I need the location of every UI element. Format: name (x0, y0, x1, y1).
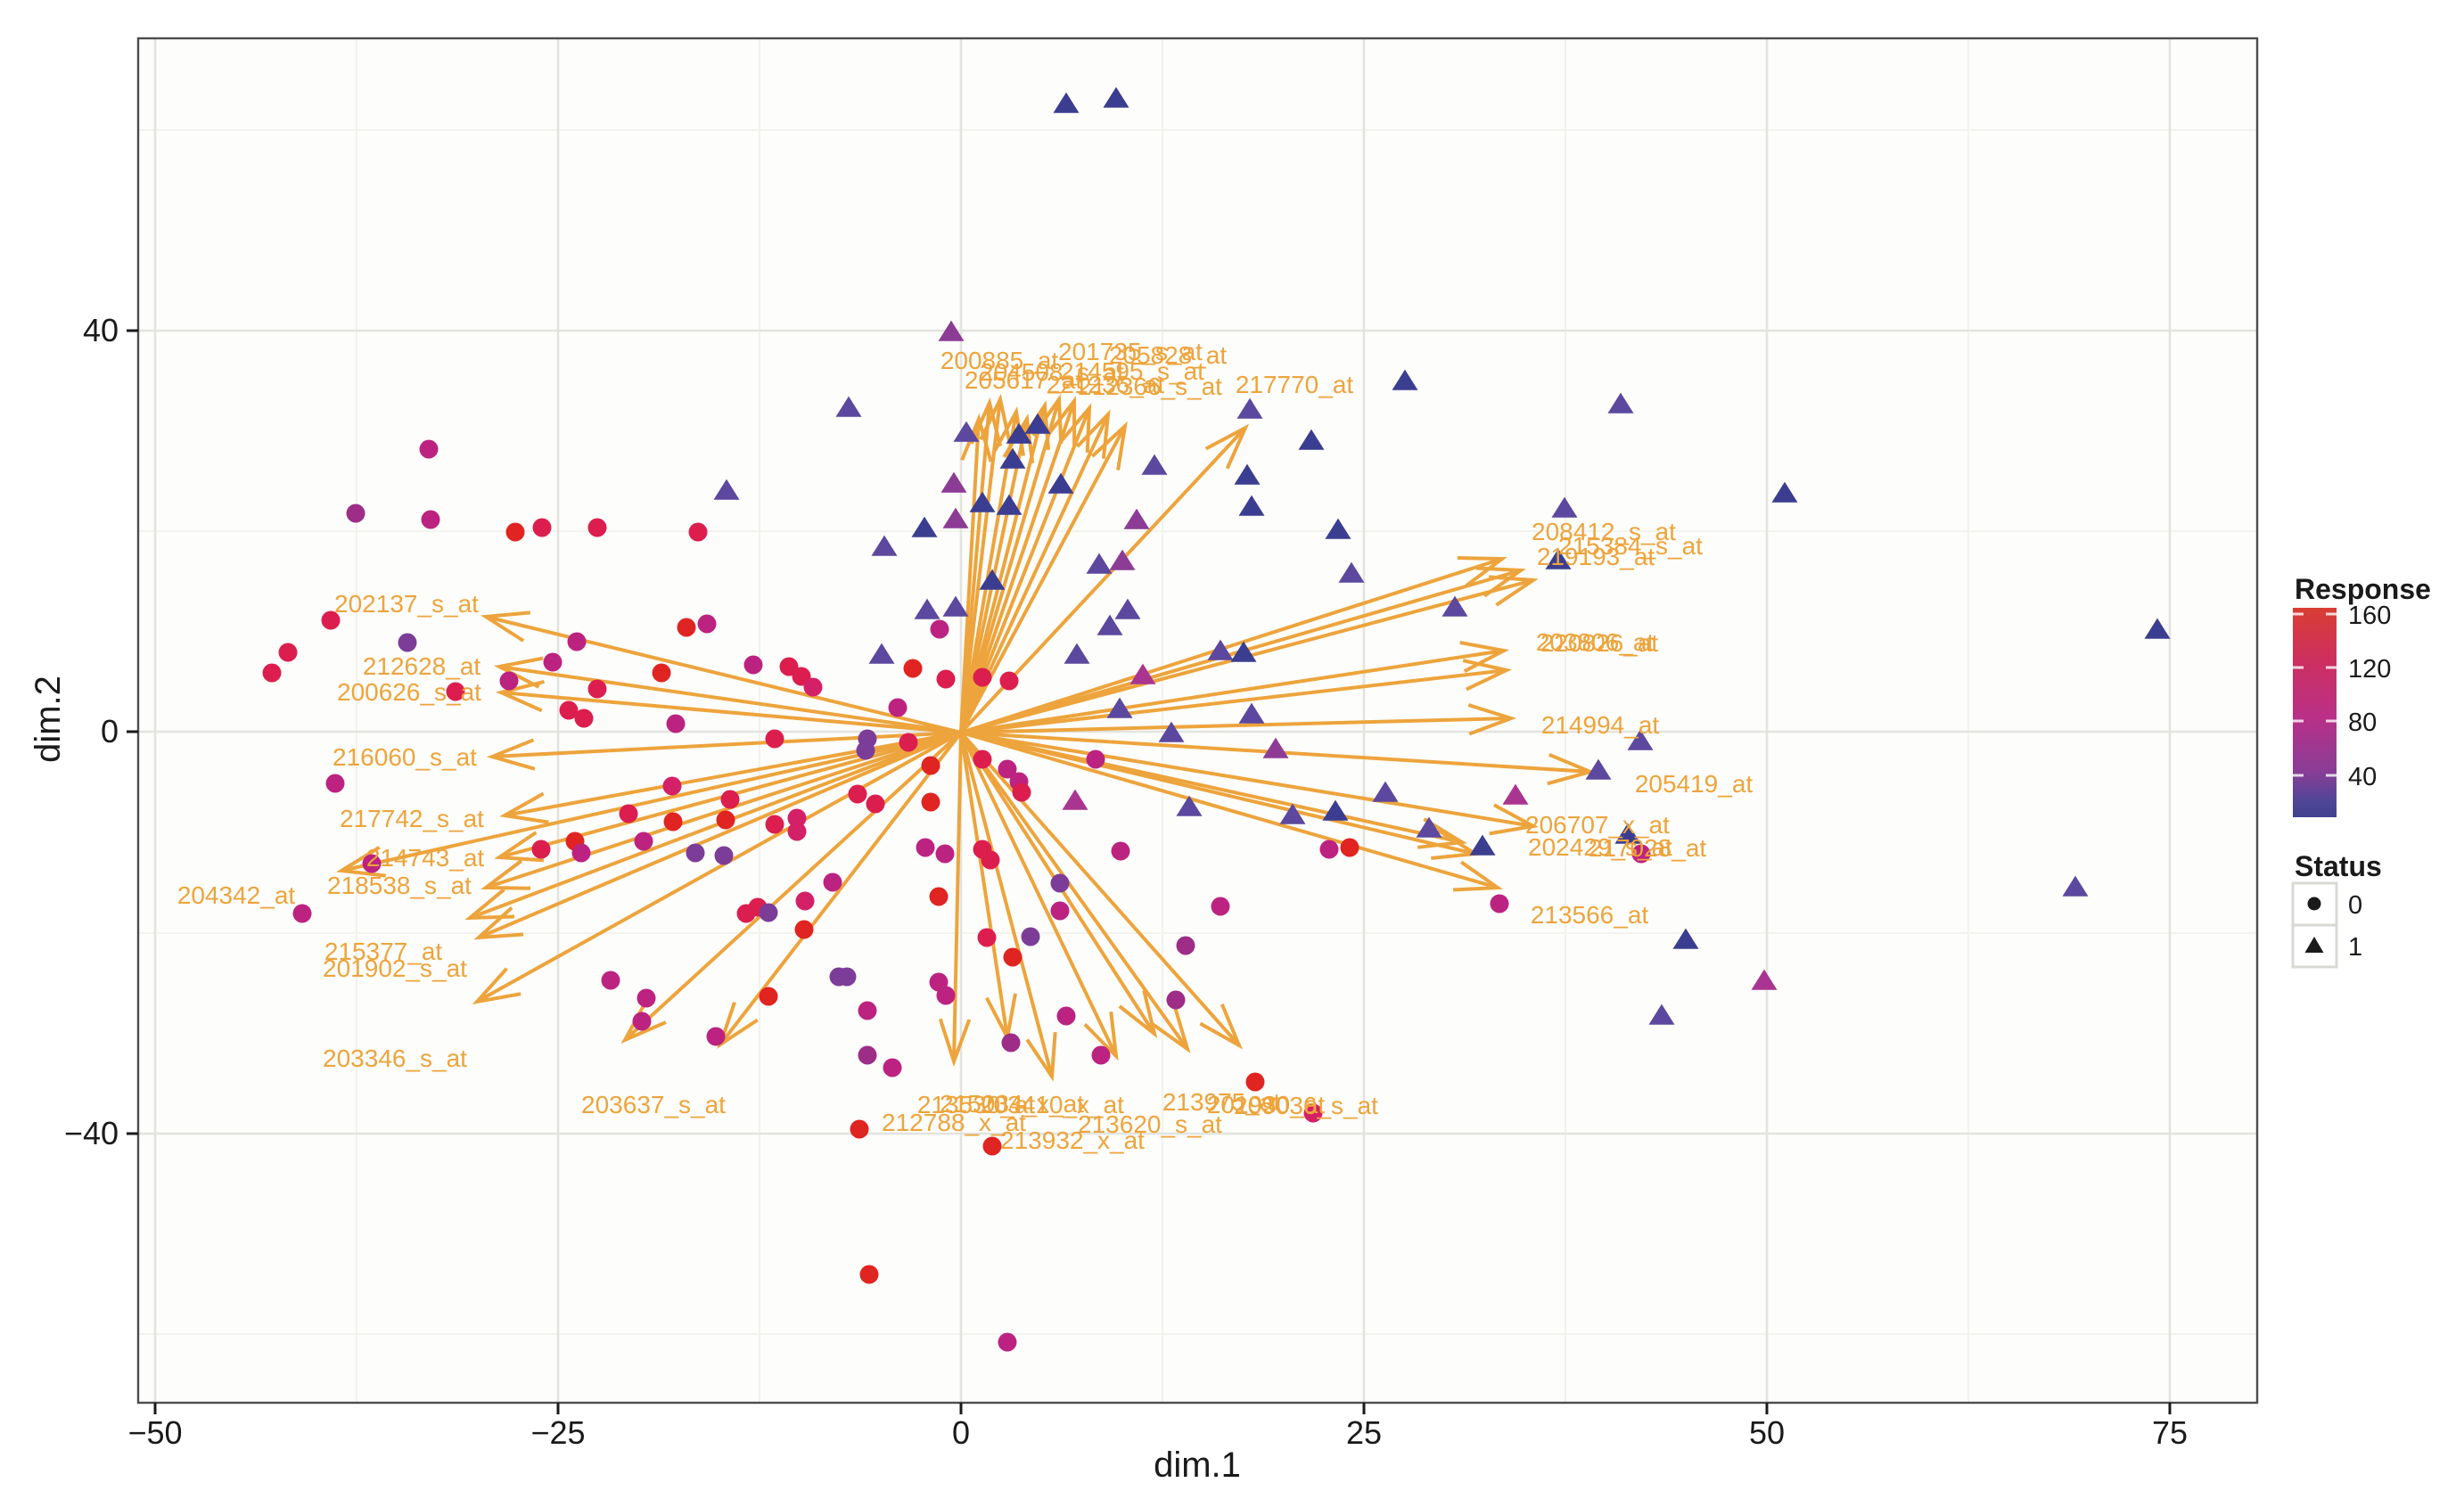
svg-text:216060_s_at: 216060_s_at (333, 743, 477, 771)
svg-text:Status: Status (2295, 850, 2382, 882)
svg-text:215377_at: 215377_at (324, 938, 443, 965)
svg-text:dim.1: dim.1 (1154, 1446, 1241, 1485)
svg-text:206707_x_at: 206707_x_at (1525, 811, 1670, 839)
svg-text:203346_s_at: 203346_s_at (323, 1044, 467, 1072)
svg-text:219193_at: 219193_at (1537, 543, 1655, 570)
svg-text:−50: −50 (127, 1414, 182, 1451)
svg-text:217742_s_at: 217742_s_at (340, 805, 484, 832)
svg-text:214994_at: 214994_at (1541, 711, 1660, 739)
svg-text:209036_s_at: 209036_s_at (1234, 1092, 1378, 1119)
svg-text:208412_s_at: 208412_s_at (1532, 518, 1676, 545)
svg-text:0: 0 (952, 1414, 970, 1451)
svg-text:217028_at: 217028_at (1589, 834, 1707, 862)
svg-text:220826_at: 220826_at (1540, 629, 1659, 657)
svg-text:202137_s_at: 202137_s_at (334, 590, 479, 618)
svg-text:80: 80 (2348, 709, 2377, 737)
svg-text:200626_s_at: 200626_s_at (337, 678, 481, 706)
svg-text:−40: −40 (64, 1115, 119, 1151)
svg-text:203637_s_at: 203637_s_at (581, 1091, 726, 1118)
svg-text:1: 1 (2348, 933, 2362, 962)
svg-text:213566_at: 213566_at (1531, 901, 1649, 929)
svg-text:50: 50 (1749, 1414, 1785, 1451)
svg-text:202429_s_at: 202429_s_at (1528, 833, 1672, 861)
svg-text:214743_at: 214743_at (366, 844, 485, 872)
svg-text:214595_s_at: 214595_s_at (1060, 357, 1204, 385)
svg-text:203410_x_at: 203410_x_at (980, 1091, 1124, 1118)
svg-text:200885_at: 200885_at (940, 347, 1059, 374)
svg-text:221236_at: 221236_at (1047, 371, 1165, 398)
svg-text:212628_at: 212628_at (363, 652, 481, 680)
svg-text:205617_at: 205617_at (965, 366, 1083, 394)
svg-text:217770_at: 217770_at (1236, 371, 1354, 398)
svg-text:160: 160 (2348, 602, 2391, 630)
svg-text:25: 25 (1346, 1414, 1382, 1451)
svg-text:40: 40 (2348, 763, 2377, 791)
svg-text:201735_s_at: 201735_s_at (1058, 338, 1203, 365)
svg-text:212366_s_at: 212366_s_at (1078, 373, 1222, 400)
svg-text:120: 120 (2348, 655, 2391, 684)
svg-text:218538_s_at: 218538_s_at (327, 872, 472, 899)
svg-text:213620_s_at: 213620_s_at (1078, 1110, 1222, 1138)
svg-text:205828_at: 205828_at (1109, 341, 1228, 369)
svg-text:205419_at: 205419_at (1635, 770, 1754, 798)
svg-text:0: 0 (2348, 891, 2362, 920)
svg-text:212788_x_at: 212788_x_at (882, 1109, 1026, 1136)
svg-text:201902_s_at: 201902_s_at (323, 954, 467, 982)
svg-text:0: 0 (101, 713, 119, 750)
svg-text:204342_at: 204342_at (177, 881, 296, 909)
svg-text:40: 40 (83, 312, 119, 348)
svg-text:203806_at: 203806_at (1536, 628, 1655, 656)
svg-text:213530_at: 213530_at (917, 1091, 1036, 1118)
svg-text:213932_x_at: 213932_x_at (1000, 1126, 1145, 1154)
svg-text:201930_at: 201930_at (1207, 1091, 1326, 1118)
svg-text:215384_s_at: 215384_s_at (1558, 532, 1703, 560)
svg-text:215034_x_at: 215034_x_at (940, 1090, 1084, 1118)
svg-text:−25: −25 (530, 1414, 585, 1451)
svg-text:dim.2: dim.2 (29, 676, 68, 763)
svg-text:Response: Response (2295, 573, 2431, 605)
svg-text:213975_at: 213975_at (1162, 1088, 1281, 1116)
svg-text:204508_s_at: 204508_s_at (980, 358, 1124, 386)
svg-text:75: 75 (2152, 1414, 2188, 1451)
